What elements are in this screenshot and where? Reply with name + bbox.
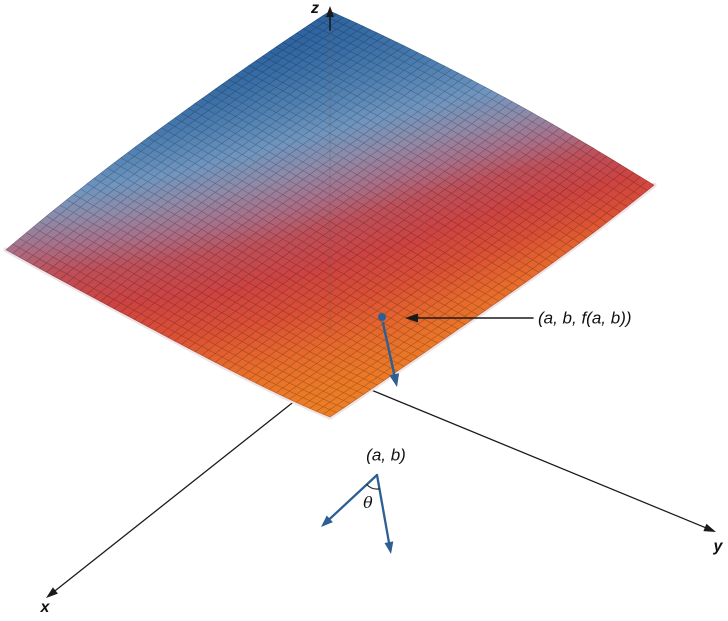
z-axis-label: z (311, 0, 319, 17)
y-axis-label: y (713, 538, 723, 555)
plane-point-label: (a, b) (366, 445, 406, 465)
surface-point-label: (a, b, f(a, b)) (538, 308, 632, 328)
x-axis-label: x (40, 599, 50, 616)
theta-angle-label: θ (363, 493, 373, 512)
